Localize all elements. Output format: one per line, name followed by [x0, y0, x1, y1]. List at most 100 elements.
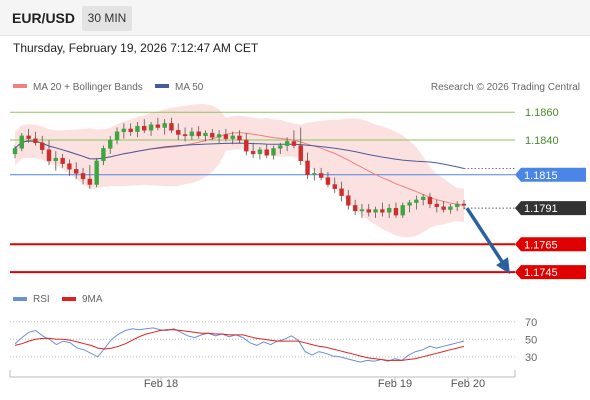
candle-up [230, 135, 235, 139]
candle-up [278, 145, 283, 149]
candle-down [427, 196, 433, 205]
candle-down [434, 203, 439, 207]
last-price-label: 1.1791 [524, 203, 558, 215]
support-label: 1.1745 [524, 267, 558, 279]
candle-down [380, 209, 385, 213]
candle-up [400, 205, 405, 216]
candle-up [420, 196, 426, 201]
candle-up [114, 131, 120, 141]
candle-up [448, 206, 453, 210]
candle-down [87, 178, 93, 185]
candle-down [60, 157, 65, 164]
rsi-tick-label: 30 [525, 352, 537, 364]
candle-down [155, 124, 161, 128]
candle-up [284, 141, 290, 146]
candle-down [169, 123, 174, 131]
candle-up [216, 134, 222, 138]
candle-up [454, 203, 460, 207]
candle-down [352, 205, 358, 212]
candle-up [386, 207, 392, 213]
candle-up [271, 148, 276, 156]
interval-button[interactable]: 30 MIN [82, 6, 132, 31]
bollinger-band-area [15, 104, 464, 238]
x-tick-label: Feb 20 [451, 378, 485, 390]
candle-down [67, 163, 72, 170]
candle-up [373, 209, 378, 213]
candle-up [312, 173, 317, 175]
candle-down [210, 132, 215, 138]
candle-down [393, 207, 399, 216]
candle-up [135, 125, 140, 132]
price-levels: 1.1860 1.1840 1.1815 1.1765 1.1745 1.1791 [10, 107, 586, 280]
rsi-legend-swatch [13, 297, 27, 301]
candle-up [101, 148, 106, 162]
rsi-ma-legend-swatch [62, 297, 76, 301]
candle-down [264, 149, 269, 156]
rsi-tick-label: 70 [525, 317, 537, 329]
candle-up [189, 131, 195, 137]
candle-up [148, 124, 154, 131]
support-tag [515, 265, 586, 280]
x-tick-label: Feb 18 [144, 378, 178, 390]
x-tick-label: Feb 19 [378, 378, 412, 390]
resistance-label: 1.1840 [525, 135, 559, 147]
candle-down [325, 177, 331, 185]
candle-down [128, 128, 133, 132]
resistance-label: 1.1860 [525, 107, 559, 119]
ma20-legend-label: MA 20 + Bollinger Bands [33, 82, 143, 93]
rsi-tick-label: 50 [525, 334, 537, 346]
candle-up [257, 149, 263, 155]
rsi-panel: 70 50 30 [10, 317, 537, 364]
forecast-arrow-shaft [465, 207, 505, 265]
candle-up [108, 139, 113, 149]
candle-down [46, 149, 52, 162]
support-tag [515, 237, 586, 252]
candle-down [237, 135, 242, 141]
candle-up [162, 123, 167, 128]
candle-down [346, 195, 351, 206]
candle-down [223, 134, 229, 139]
rsi-legend-label: RSI [33, 294, 50, 305]
rsi-legend: RSI 9MA [13, 294, 103, 305]
top-bar: EUR/USD 30 MIN [0, 0, 590, 36]
ma50-legend-swatch [155, 84, 169, 88]
candle-down [298, 145, 303, 162]
copyright-text: Research © 2026 Trading Central [431, 82, 580, 93]
x-axis-ticks: Feb 18 Feb 19 Feb 20 [144, 377, 485, 390]
candle-down [461, 203, 467, 206]
candle-down [339, 188, 344, 196]
candle-down [196, 131, 201, 137]
candle-down [244, 139, 249, 152]
bollinger-band [15, 104, 464, 238]
candle-down [305, 160, 310, 175]
ma50-line [14, 140, 465, 169]
support-label: 1.1765 [524, 239, 558, 251]
candle-down [33, 138, 38, 144]
candle-down [176, 130, 181, 135]
price-legend: MA 20 + Bollinger Bands MA 50 Research ©… [13, 82, 580, 93]
candle-up [407, 202, 412, 206]
symbol-label: EUR/USD [12, 10, 76, 26]
candle-down [366, 209, 371, 213]
pivot-label: 1.1815 [524, 170, 558, 182]
ma50-legend-label: MA 50 [175, 82, 204, 93]
candle-up [121, 128, 127, 132]
candle-down [250, 150, 256, 155]
pivot-tag [515, 167, 586, 182]
candle-up [12, 148, 18, 155]
candle-up [414, 199, 419, 203]
candle-down [74, 169, 79, 174]
candle-up [53, 157, 59, 162]
last-price-tag [515, 201, 586, 216]
forecast-arrow-head [496, 257, 510, 275]
forecast-overlay [465, 207, 510, 275]
candle-down [291, 141, 297, 146]
candle-down [40, 142, 45, 150]
candle-up [359, 209, 365, 212]
candle-down [441, 206, 446, 210]
candle-down [142, 125, 147, 131]
candle-up [94, 160, 99, 185]
candle-down [332, 184, 337, 189]
rsi-ma-line [14, 329, 465, 361]
